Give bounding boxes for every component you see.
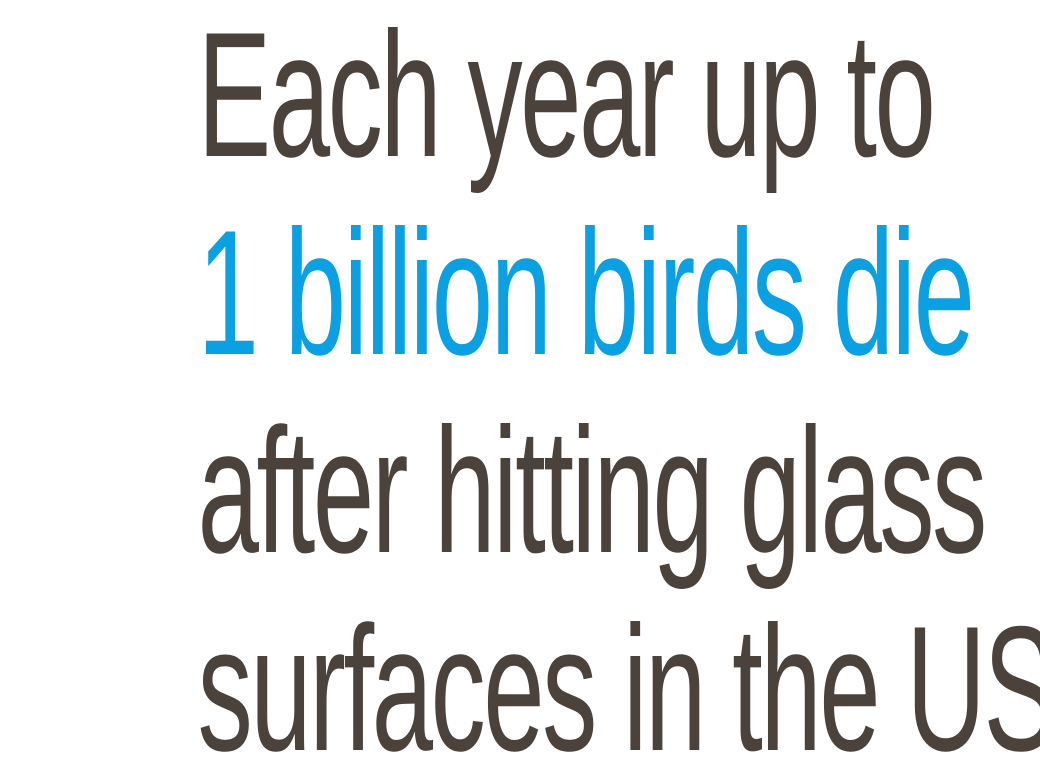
statement-line-2-highlight: 1 billion birds die [197, 193, 975, 392]
statement-line-4: surfaces in the US. [197, 589, 1040, 776]
statement-line-1: Each year up to [197, 0, 936, 194]
statement-line-3: after hitting glass [197, 391, 988, 590]
